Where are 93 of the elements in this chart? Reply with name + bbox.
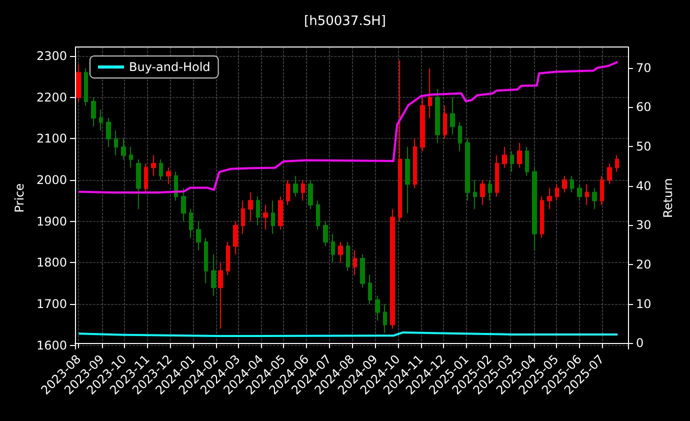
candlestick bbox=[174, 171, 178, 202]
y2-tick-label: 30 bbox=[636, 218, 652, 232]
candlestick bbox=[368, 274, 372, 304]
candlestick bbox=[360, 254, 365, 288]
candlestick bbox=[450, 96, 455, 136]
candlestick bbox=[532, 167, 537, 251]
candlestick bbox=[301, 180, 305, 202]
y-tick-label: 2300 bbox=[36, 49, 67, 64]
candlestick bbox=[473, 180, 477, 210]
candlestick bbox=[278, 196, 283, 230]
y-axis-title: Price bbox=[12, 183, 27, 213]
candlestick bbox=[375, 295, 380, 321]
candlestick bbox=[615, 154, 619, 172]
candlestick bbox=[443, 105, 447, 140]
candlestick bbox=[323, 220, 328, 247]
y-tick-label: 1600 bbox=[36, 338, 67, 352]
candlestick bbox=[592, 188, 597, 210]
y-tick-label: 1900 bbox=[36, 214, 67, 228]
y2-tick-label: 0 bbox=[636, 336, 644, 350]
candlestick bbox=[76, 64, 81, 102]
y-tick-label: 2200 bbox=[36, 90, 67, 104]
candlestick bbox=[600, 175, 604, 206]
candlestick bbox=[525, 146, 529, 176]
candlestick bbox=[555, 184, 559, 202]
candlestick bbox=[293, 175, 298, 198]
candlestick bbox=[502, 146, 507, 168]
candlestick bbox=[607, 163, 612, 185]
candlestick bbox=[308, 180, 313, 210]
y2-tick-label: 50 bbox=[636, 139, 652, 154]
candlestick bbox=[390, 208, 395, 330]
chart-title: [h50037.SH] bbox=[304, 14, 386, 29]
candlestick bbox=[428, 68, 432, 119]
candlestick bbox=[159, 158, 163, 181]
candlestick bbox=[331, 233, 335, 264]
y2-axis-title: Return bbox=[661, 178, 676, 218]
candlestick bbox=[248, 192, 253, 222]
candlestick bbox=[353, 250, 357, 276]
candlestick bbox=[420, 96, 425, 152]
candlestick bbox=[413, 138, 417, 189]
candlestick bbox=[91, 96, 96, 127]
y2-tick-label: 20 bbox=[636, 257, 652, 272]
candlestick bbox=[129, 146, 133, 168]
candlestick bbox=[458, 122, 462, 152]
candlestick bbox=[488, 180, 492, 202]
candlestick bbox=[517, 142, 522, 168]
candlestick bbox=[256, 196, 260, 226]
y2-tick-label: 70 bbox=[636, 60, 652, 75]
candlestick bbox=[151, 154, 156, 176]
candlestick bbox=[263, 204, 268, 230]
y2-tick-label: 60 bbox=[636, 100, 652, 114]
line-series bbox=[78, 60, 619, 194]
candlestick bbox=[121, 138, 126, 160]
y-tick-label: 2000 bbox=[36, 173, 67, 188]
candlestick bbox=[226, 242, 230, 276]
candlestick bbox=[99, 109, 103, 131]
candlestick bbox=[241, 200, 245, 234]
candlestick bbox=[106, 118, 111, 148]
candlestick bbox=[480, 180, 485, 206]
y2-tick-label: 10 bbox=[636, 296, 652, 311]
candlestick bbox=[271, 200, 275, 234]
y-tick-label: 1800 bbox=[36, 256, 67, 270]
candlestick bbox=[383, 303, 387, 334]
candlestick bbox=[196, 220, 201, 251]
candlestick bbox=[562, 175, 567, 193]
y-tick-label: 1700 bbox=[36, 296, 67, 311]
candlestick bbox=[166, 167, 171, 185]
y2-tick-label: 40 bbox=[636, 178, 652, 193]
candlestick bbox=[346, 242, 350, 272]
candlestick bbox=[405, 146, 410, 214]
candlestick bbox=[495, 154, 499, 198]
candlestick bbox=[510, 150, 514, 172]
candlestick bbox=[144, 163, 148, 193]
y-tick-label: 2100 bbox=[36, 132, 67, 146]
candlestick bbox=[204, 237, 208, 284]
candlestick bbox=[338, 242, 343, 264]
candlestick bbox=[136, 158, 141, 210]
candlestick bbox=[435, 88, 440, 144]
candlestick bbox=[218, 262, 223, 330]
candlestick bbox=[189, 208, 193, 238]
candlestick bbox=[84, 68, 88, 106]
candlestick bbox=[181, 188, 186, 222]
candlestick bbox=[585, 184, 589, 206]
candlestick bbox=[570, 175, 574, 193]
candlestick bbox=[316, 200, 320, 230]
candlestick bbox=[233, 220, 238, 255]
candlestick bbox=[577, 184, 582, 202]
candlestick bbox=[547, 188, 552, 210]
candlestick bbox=[286, 180, 290, 206]
candlestick bbox=[114, 130, 118, 156]
candlestick bbox=[211, 254, 216, 296]
candlestick bbox=[465, 138, 470, 202]
legend-label: Buy-and-Hold bbox=[129, 60, 210, 74]
candlestick bbox=[540, 196, 544, 238]
